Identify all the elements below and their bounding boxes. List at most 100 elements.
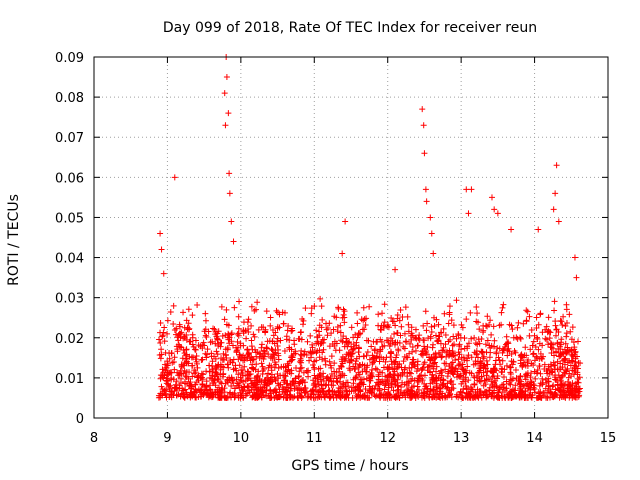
data-point bbox=[419, 377, 426, 384]
data-point bbox=[391, 368, 398, 375]
data-point bbox=[244, 384, 251, 391]
data-point bbox=[307, 393, 314, 400]
data-point bbox=[197, 393, 204, 400]
data-point bbox=[307, 348, 314, 355]
data-point bbox=[519, 388, 526, 395]
data-point bbox=[524, 372, 531, 379]
data-point bbox=[381, 301, 388, 308]
data-point bbox=[460, 394, 467, 401]
data-point bbox=[263, 382, 270, 389]
data-point bbox=[348, 324, 355, 331]
data-point bbox=[174, 346, 181, 353]
data-point bbox=[559, 321, 566, 328]
data-point bbox=[475, 319, 482, 326]
data-point bbox=[292, 348, 299, 355]
data-point bbox=[355, 384, 362, 391]
data-point bbox=[158, 246, 165, 253]
data-point bbox=[158, 383, 165, 390]
data-point bbox=[311, 358, 318, 365]
data-point bbox=[401, 330, 408, 337]
data-point bbox=[218, 380, 225, 387]
data-point bbox=[248, 337, 255, 344]
data-point bbox=[410, 356, 417, 363]
data-point bbox=[159, 332, 166, 339]
data-point bbox=[295, 374, 302, 381]
data-point bbox=[404, 354, 411, 361]
data-point bbox=[260, 355, 267, 362]
data-point bbox=[432, 354, 439, 361]
chart-title: Day 099 of 2018, Rate Of TEC Index for r… bbox=[163, 20, 537, 36]
data-point bbox=[474, 358, 481, 365]
data-point bbox=[359, 326, 366, 333]
data-point bbox=[209, 380, 216, 387]
x-tick-label: 13 bbox=[453, 431, 470, 446]
data-point bbox=[251, 307, 258, 314]
data-point bbox=[357, 394, 364, 401]
data-point bbox=[427, 333, 434, 340]
data-point bbox=[444, 384, 451, 391]
data-point bbox=[228, 374, 235, 381]
data-point bbox=[274, 394, 281, 401]
data-point bbox=[244, 319, 251, 326]
data-point bbox=[298, 378, 305, 385]
data-point bbox=[450, 333, 457, 340]
data-point bbox=[442, 331, 449, 338]
data-point bbox=[164, 317, 171, 324]
data-point bbox=[316, 393, 323, 400]
data-point bbox=[238, 370, 245, 377]
data-point bbox=[191, 390, 198, 397]
data-point bbox=[269, 338, 276, 345]
y-tick-label: 0.06 bbox=[55, 171, 84, 186]
data-point bbox=[202, 317, 209, 324]
data-point bbox=[182, 386, 189, 393]
data-point bbox=[461, 345, 468, 352]
data-point bbox=[385, 390, 392, 397]
data-point bbox=[361, 316, 368, 323]
data-point bbox=[403, 382, 410, 389]
data-point bbox=[458, 365, 465, 372]
data-point bbox=[223, 321, 230, 328]
data-point bbox=[434, 338, 441, 345]
data-point bbox=[366, 356, 373, 363]
data-point bbox=[326, 394, 333, 401]
data-point bbox=[277, 381, 284, 388]
data-point bbox=[380, 364, 387, 371]
data-point bbox=[242, 390, 249, 397]
data-point bbox=[421, 372, 428, 379]
data-point bbox=[209, 368, 216, 375]
data-point bbox=[357, 330, 364, 337]
data-point bbox=[369, 352, 376, 359]
data-point bbox=[468, 354, 475, 361]
data-point bbox=[297, 365, 304, 372]
data-point bbox=[442, 393, 449, 400]
data-point bbox=[482, 341, 489, 348]
data-point bbox=[528, 394, 535, 401]
data-point bbox=[309, 344, 316, 351]
data-point bbox=[470, 361, 477, 368]
data-point bbox=[416, 332, 423, 339]
data-point bbox=[364, 362, 371, 369]
data-point bbox=[345, 383, 352, 390]
data-point bbox=[572, 355, 579, 362]
data-point bbox=[557, 384, 564, 391]
data-point bbox=[312, 382, 319, 389]
data-point bbox=[170, 321, 177, 328]
data-point bbox=[502, 394, 509, 401]
data-point bbox=[516, 377, 523, 384]
data-point bbox=[522, 391, 529, 398]
data-point bbox=[194, 301, 201, 308]
data-point bbox=[551, 366, 558, 373]
data-point bbox=[480, 355, 487, 362]
data-point bbox=[376, 387, 383, 394]
data-point bbox=[480, 391, 487, 398]
x-tick-label: 12 bbox=[379, 431, 396, 446]
data-point bbox=[240, 357, 247, 364]
data-point bbox=[225, 110, 232, 117]
data-point bbox=[458, 380, 465, 387]
data-point bbox=[448, 360, 455, 367]
data-point bbox=[487, 317, 494, 324]
data-point bbox=[433, 375, 440, 382]
data-point bbox=[557, 317, 564, 324]
data-point bbox=[281, 372, 288, 379]
data-point bbox=[239, 367, 246, 374]
